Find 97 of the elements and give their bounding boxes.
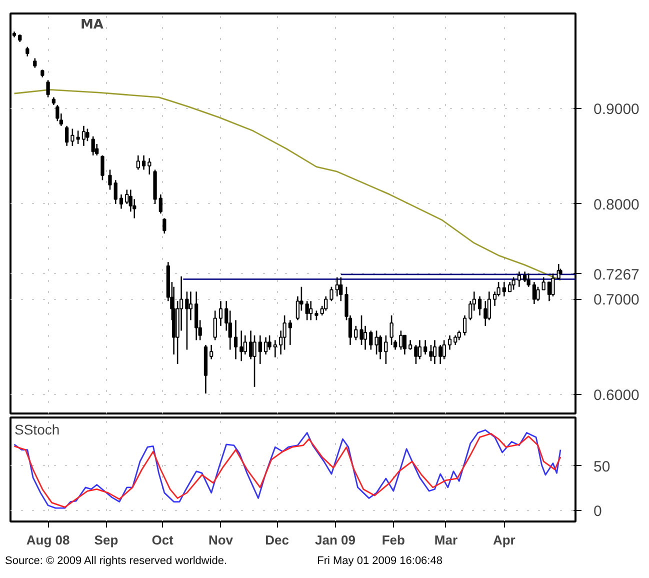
candlestick xyxy=(194,290,198,341)
candlestick xyxy=(390,314,394,346)
x-tick-label: Oct xyxy=(152,532,174,548)
text: Fri May 01 2009 16:06:48 xyxy=(317,555,442,568)
candlestick xyxy=(536,286,540,302)
x-tick-label: Nov xyxy=(208,532,234,548)
candlestick xyxy=(363,325,368,350)
candlestick xyxy=(210,344,214,360)
candlestick xyxy=(429,344,433,362)
candlestick xyxy=(418,340,422,360)
candlestick xyxy=(484,300,488,327)
candlestick xyxy=(523,270,527,283)
candlestick xyxy=(148,158,152,176)
candlestick xyxy=(86,128,90,142)
candlestick xyxy=(114,180,118,205)
candlestick xyxy=(273,340,277,358)
candlestick xyxy=(408,340,412,350)
candlestick xyxy=(457,330,461,341)
x-tick-label: Jan 09 xyxy=(315,532,356,548)
candlestick xyxy=(324,296,328,312)
candlestick xyxy=(162,218,166,234)
candlestick xyxy=(402,334,406,356)
candlestick xyxy=(354,325,358,341)
candlestick xyxy=(542,276,546,290)
candlestick xyxy=(314,310,318,321)
candlestick xyxy=(448,334,452,350)
candlestick xyxy=(330,286,334,302)
candlestick xyxy=(454,334,458,346)
candlestick xyxy=(91,136,95,156)
y-tick-label: 50 xyxy=(594,458,610,476)
candlestick xyxy=(268,334,272,350)
candlestick xyxy=(478,296,482,316)
y-tick-label: 0.8000 xyxy=(594,196,640,214)
x-tick-label: Mar xyxy=(434,532,458,548)
annotation: MA xyxy=(80,18,104,32)
candlestick xyxy=(288,320,292,346)
candlestick xyxy=(532,281,536,305)
candlestick xyxy=(432,340,437,365)
candlestick xyxy=(462,314,467,336)
source-note: Source: © 2009 All rights reserved worldwide. xyxy=(5,555,228,568)
candlestick xyxy=(142,154,146,170)
candlestick xyxy=(188,290,193,321)
y-tick-label: 0.7000 xyxy=(594,292,640,309)
y-tick-label: 0 xyxy=(594,503,602,520)
candlestick xyxy=(234,320,238,360)
x-tick-label: Apr xyxy=(492,532,516,548)
candlestick xyxy=(65,125,69,147)
candlestick xyxy=(108,169,112,190)
candlestick xyxy=(360,314,364,346)
candlestick xyxy=(264,336,268,356)
candlestick xyxy=(399,330,403,350)
candlestick xyxy=(512,276,516,290)
candlestick xyxy=(339,276,343,302)
x-tick-label: Aug 08 xyxy=(26,532,70,548)
candlestick xyxy=(56,104,60,122)
y-tick-label: 0.6000 xyxy=(594,386,640,404)
candlestick xyxy=(158,194,162,214)
candlestick xyxy=(70,128,74,147)
candlestick xyxy=(424,340,428,356)
candlestick xyxy=(526,272,530,288)
candlestick xyxy=(335,276,339,298)
candlestick xyxy=(502,281,506,298)
candlestick xyxy=(26,46,30,58)
candlestick xyxy=(442,340,446,360)
x-tick-label: Sep xyxy=(94,532,118,548)
candlestick xyxy=(438,344,442,365)
x-tick-label: Feb xyxy=(382,532,406,548)
candlestick xyxy=(33,58,37,68)
candlestick xyxy=(136,154,140,170)
candlestick xyxy=(46,80,50,98)
y-tick-label: 0.9000 xyxy=(594,101,640,118)
candlestick xyxy=(218,300,223,327)
y-tick-label: 0.7267 xyxy=(594,266,640,284)
candlestick xyxy=(213,310,217,341)
candlestick xyxy=(378,334,382,360)
candlestick xyxy=(119,194,124,210)
candlestick xyxy=(384,334,388,365)
candlestick xyxy=(369,330,373,350)
candlestick xyxy=(517,270,521,288)
candlestick xyxy=(551,272,555,298)
candlestick xyxy=(240,330,244,362)
candlestick xyxy=(258,334,262,365)
annotation: SStoch xyxy=(14,422,60,438)
candlestick xyxy=(282,314,286,350)
candlestick xyxy=(82,125,86,147)
candlestick xyxy=(309,300,313,321)
candlestick xyxy=(508,281,512,292)
candlestick xyxy=(76,130,80,145)
candlestick xyxy=(547,281,552,302)
candlestick xyxy=(252,334,256,388)
candlestick xyxy=(374,330,378,356)
candlestick xyxy=(414,344,418,365)
candlestick xyxy=(185,290,189,350)
x-tick-label: Dec xyxy=(265,532,289,548)
candlestick xyxy=(100,154,104,181)
candlestick xyxy=(248,330,253,360)
candlestick xyxy=(305,300,309,321)
